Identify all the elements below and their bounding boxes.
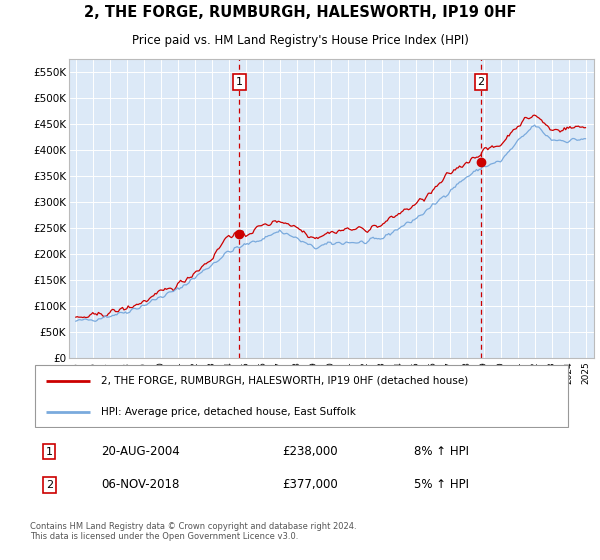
- Text: Price paid vs. HM Land Registry's House Price Index (HPI): Price paid vs. HM Land Registry's House …: [131, 34, 469, 47]
- Text: 2, THE FORGE, RUMBURGH, HALESWORTH, IP19 0HF: 2, THE FORGE, RUMBURGH, HALESWORTH, IP19…: [84, 4, 516, 20]
- FancyBboxPatch shape: [35, 365, 568, 427]
- Text: 2: 2: [46, 480, 53, 490]
- Text: 1: 1: [46, 446, 53, 456]
- Text: 5% ↑ HPI: 5% ↑ HPI: [414, 478, 469, 491]
- Text: 1: 1: [236, 77, 243, 87]
- Text: 2, THE FORGE, RUMBURGH, HALESWORTH, IP19 0HF (detached house): 2, THE FORGE, RUMBURGH, HALESWORTH, IP19…: [101, 376, 469, 386]
- Text: HPI: Average price, detached house, East Suffolk: HPI: Average price, detached house, East…: [101, 407, 356, 417]
- Text: 06-NOV-2018: 06-NOV-2018: [101, 478, 180, 491]
- Text: £238,000: £238,000: [283, 445, 338, 458]
- Text: Contains HM Land Registry data © Crown copyright and database right 2024.
This d: Contains HM Land Registry data © Crown c…: [30, 522, 356, 542]
- Text: 2: 2: [478, 77, 485, 87]
- Text: 8% ↑ HPI: 8% ↑ HPI: [414, 445, 469, 458]
- Text: £377,000: £377,000: [283, 478, 338, 491]
- Text: 20-AUG-2004: 20-AUG-2004: [101, 445, 180, 458]
